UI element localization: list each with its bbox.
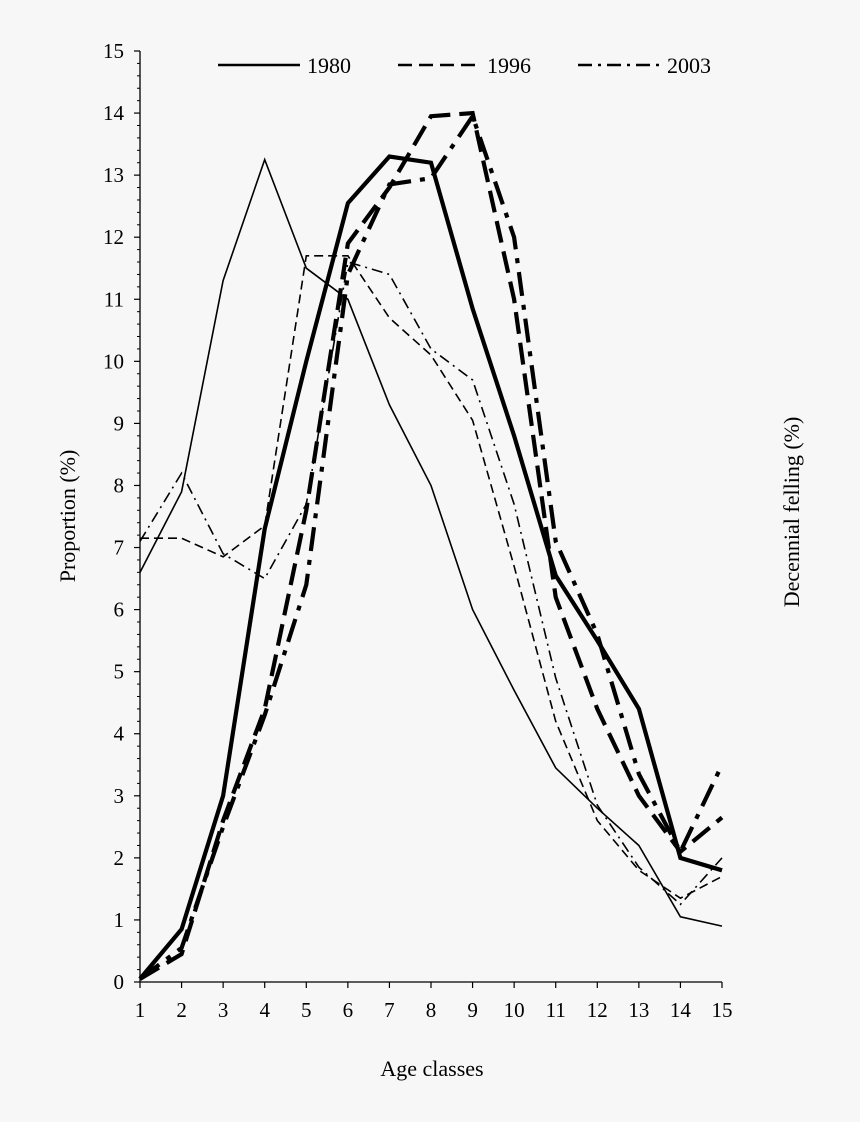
x-tick-label: 15 xyxy=(712,998,733,1022)
legend: 1980 1996 2003 xyxy=(218,53,711,78)
legend-label-1980: 1980 xyxy=(307,53,351,78)
series-proportion-2003 xyxy=(139,260,723,906)
y-tick-label: 1 xyxy=(114,908,125,932)
x-tick-label: 13 xyxy=(628,998,649,1022)
y-tick-label: 12 xyxy=(103,225,124,249)
x-tick-label: 1 xyxy=(135,998,146,1022)
y-tick-label: 2 xyxy=(114,846,125,870)
y-tick-label: 15 xyxy=(103,39,124,63)
y-tick-label: 7 xyxy=(114,536,125,560)
x-tick-label: 7 xyxy=(384,998,395,1022)
y-tick-label: 0 xyxy=(114,970,125,994)
series-lines xyxy=(138,110,724,981)
y-tick-label: 14 xyxy=(103,101,125,125)
x-tick-label: 2 xyxy=(176,998,187,1022)
series-felling-1996 xyxy=(138,110,724,981)
y-tick-label: 9 xyxy=(114,411,125,435)
legend-label-2003: 2003 xyxy=(667,53,711,78)
x-tick-label: 8 xyxy=(426,998,437,1022)
y-tick-label: 4 xyxy=(114,722,125,746)
series-proportion-1980 xyxy=(139,157,723,927)
x-tick-label: 3 xyxy=(218,998,229,1022)
y-tick-label: 3 xyxy=(114,784,125,808)
x-tick-label: 12 xyxy=(587,998,608,1022)
y-axis-title: Proportion (%) xyxy=(55,450,80,583)
y-tick-label: 8 xyxy=(114,473,125,497)
x-axis-title: Age classes xyxy=(380,1056,483,1081)
series-felling-1980 xyxy=(138,154,723,981)
y-tick-label: 10 xyxy=(103,349,124,373)
x-tick-label: 5 xyxy=(301,998,312,1022)
series-proportion-1996 xyxy=(140,255,723,900)
y-tick-label: 5 xyxy=(114,660,125,684)
x-tick-label: 10 xyxy=(504,998,525,1022)
x-tick-label: 6 xyxy=(343,998,354,1022)
x-tick-label: 11 xyxy=(546,998,566,1022)
secondary-y-axis-title: Decennial felling (%) xyxy=(779,417,804,608)
y-tick-label: 6 xyxy=(114,598,125,622)
y-tick-label: 13 xyxy=(103,163,124,187)
x-tick-label: 9 xyxy=(467,998,478,1022)
y-tick-label: 11 xyxy=(104,287,124,311)
series-felling-2003 xyxy=(138,111,724,981)
x-tick-label: 4 xyxy=(259,998,270,1022)
x-tick-label: 14 xyxy=(670,998,692,1022)
legend-label-1996: 1996 xyxy=(487,53,531,78)
